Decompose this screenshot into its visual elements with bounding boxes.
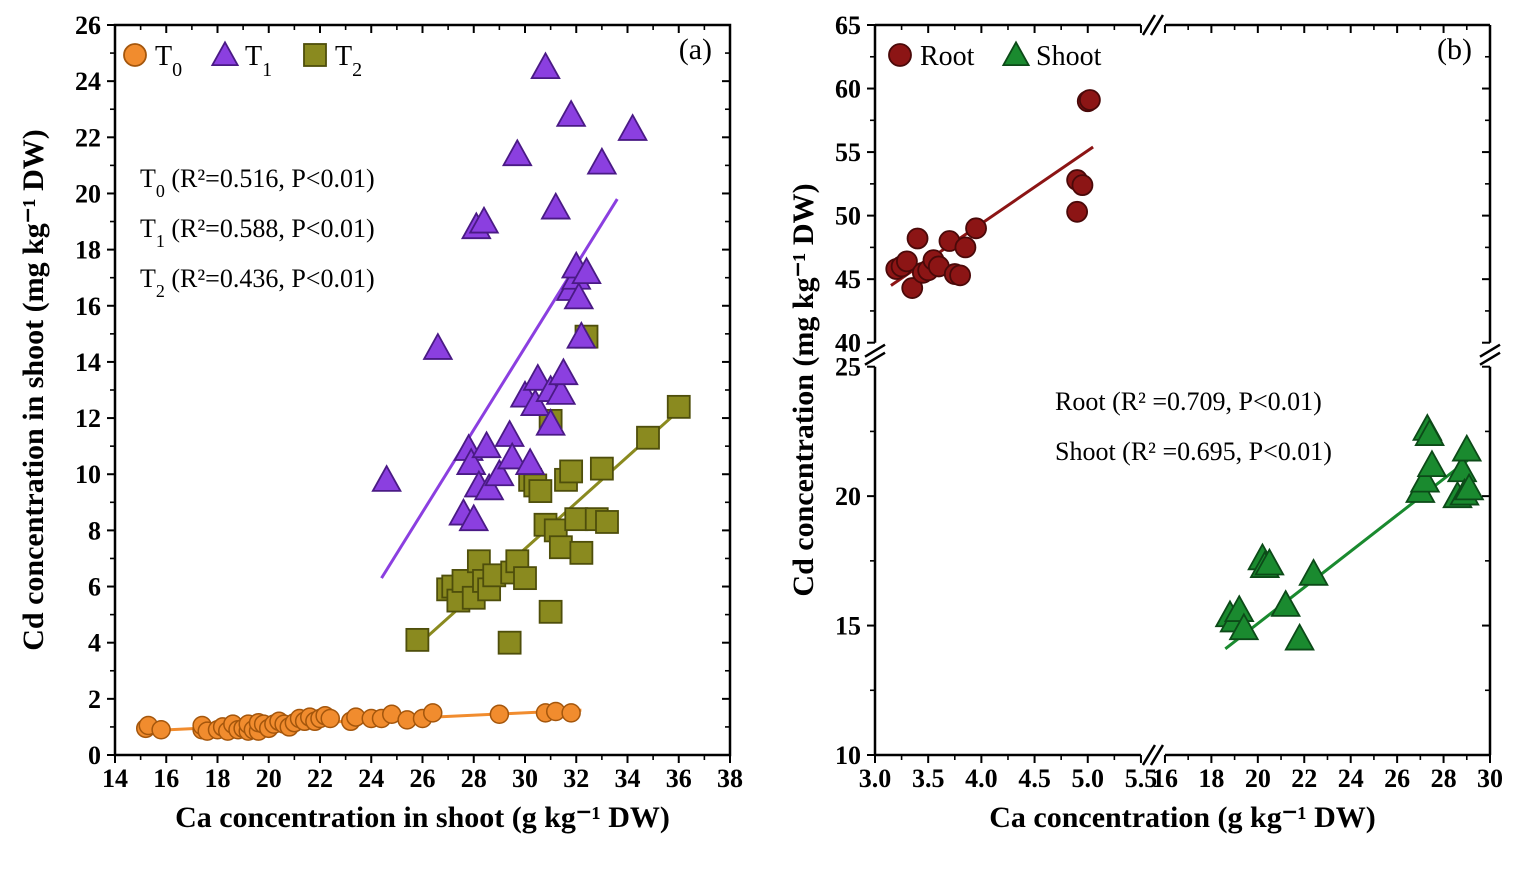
- svg-text:0: 0: [88, 741, 101, 770]
- svg-text:Shoot: Shoot: [1036, 41, 1102, 72]
- svg-text:38: 38: [717, 764, 743, 793]
- svg-text:50: 50: [835, 202, 861, 231]
- svg-text:4: 4: [88, 629, 101, 658]
- svg-text:Ca concentration (g kg⁻¹ DW): Ca concentration (g kg⁻¹ DW): [989, 801, 1375, 834]
- svg-text:14: 14: [75, 348, 101, 377]
- svg-text:65: 65: [835, 11, 861, 40]
- svg-text:Shoot (R² =0.695, P<0.01): Shoot (R² =0.695, P<0.01): [1055, 437, 1332, 466]
- svg-text:20: 20: [835, 482, 861, 511]
- svg-text:45: 45: [835, 265, 861, 294]
- svg-text:T2: T2: [335, 41, 362, 81]
- svg-text:60: 60: [835, 75, 861, 104]
- svg-text:22: 22: [307, 764, 333, 793]
- svg-text:T0 (R²=0.516, P<0.01): T0 (R²=0.516, P<0.01): [140, 164, 375, 201]
- svg-text:24: 24: [358, 764, 384, 793]
- svg-text:26: 26: [1384, 764, 1410, 793]
- svg-text:28: 28: [461, 764, 487, 793]
- svg-text:10: 10: [835, 741, 861, 770]
- svg-text:2: 2: [88, 685, 101, 714]
- svg-text:12: 12: [75, 404, 101, 433]
- svg-text:36: 36: [666, 764, 692, 793]
- svg-text:30: 30: [1477, 764, 1503, 793]
- svg-text:34: 34: [615, 764, 641, 793]
- svg-text:(b): (b): [1437, 33, 1472, 66]
- svg-text:30: 30: [512, 764, 538, 793]
- svg-text:T0: T0: [155, 41, 182, 81]
- svg-text:16: 16: [153, 764, 179, 793]
- svg-text:32: 32: [563, 764, 589, 793]
- svg-text:4.5: 4.5: [1018, 764, 1051, 793]
- svg-text:20: 20: [256, 764, 282, 793]
- svg-text:6: 6: [88, 573, 101, 602]
- svg-text:Ca concentration in shoot (g k: Ca concentration in shoot (g kg⁻¹ DW): [175, 801, 670, 834]
- svg-text:18: 18: [1198, 764, 1224, 793]
- svg-text:22: 22: [75, 123, 101, 152]
- svg-text:20: 20: [1245, 764, 1271, 793]
- svg-text:22: 22: [1291, 764, 1317, 793]
- svg-text:10: 10: [75, 460, 101, 489]
- svg-text:14: 14: [102, 764, 128, 793]
- svg-text:20: 20: [75, 179, 101, 208]
- svg-text:40: 40: [835, 329, 861, 358]
- svg-text:28: 28: [1431, 764, 1457, 793]
- svg-text:55: 55: [835, 138, 861, 167]
- svg-text:24: 24: [75, 67, 101, 96]
- svg-text:T1: T1: [245, 41, 272, 81]
- svg-text:T2 (R²=0.436, P<0.01): T2 (R²=0.436, P<0.01): [140, 264, 375, 301]
- svg-text:26: 26: [75, 11, 101, 40]
- svg-text:26: 26: [410, 764, 436, 793]
- svg-text:Cd concentration (mg kg⁻¹ DW): Cd concentration (mg kg⁻¹ DW): [787, 183, 820, 596]
- svg-text:15: 15: [835, 612, 861, 641]
- svg-text:T1 (R²=0.588, P<0.01): T1 (R²=0.588, P<0.01): [140, 214, 375, 251]
- svg-text:(a): (a): [679, 33, 712, 66]
- figure-svg: 1416182022242628303234363802468101214161…: [0, 0, 1524, 876]
- svg-text:3.0: 3.0: [859, 764, 892, 793]
- svg-text:16: 16: [1152, 764, 1178, 793]
- svg-text:Root: Root: [920, 41, 975, 72]
- svg-text:18: 18: [205, 764, 231, 793]
- svg-text:Cd concentration in shoot (mg: Cd concentration in shoot (mg kg⁻¹ DW): [17, 129, 50, 651]
- svg-text:8: 8: [88, 516, 101, 545]
- svg-text:4.0: 4.0: [965, 764, 998, 793]
- svg-text:5.0: 5.0: [1072, 764, 1105, 793]
- svg-text:16: 16: [75, 292, 101, 321]
- svg-text:24: 24: [1338, 764, 1364, 793]
- svg-text:18: 18: [75, 236, 101, 265]
- svg-text:3.5: 3.5: [912, 764, 945, 793]
- svg-text:Root (R² =0.709, P<0.01): Root (R² =0.709, P<0.01): [1055, 387, 1322, 416]
- figure-root: 1416182022242628303234363802468101214161…: [0, 0, 1524, 876]
